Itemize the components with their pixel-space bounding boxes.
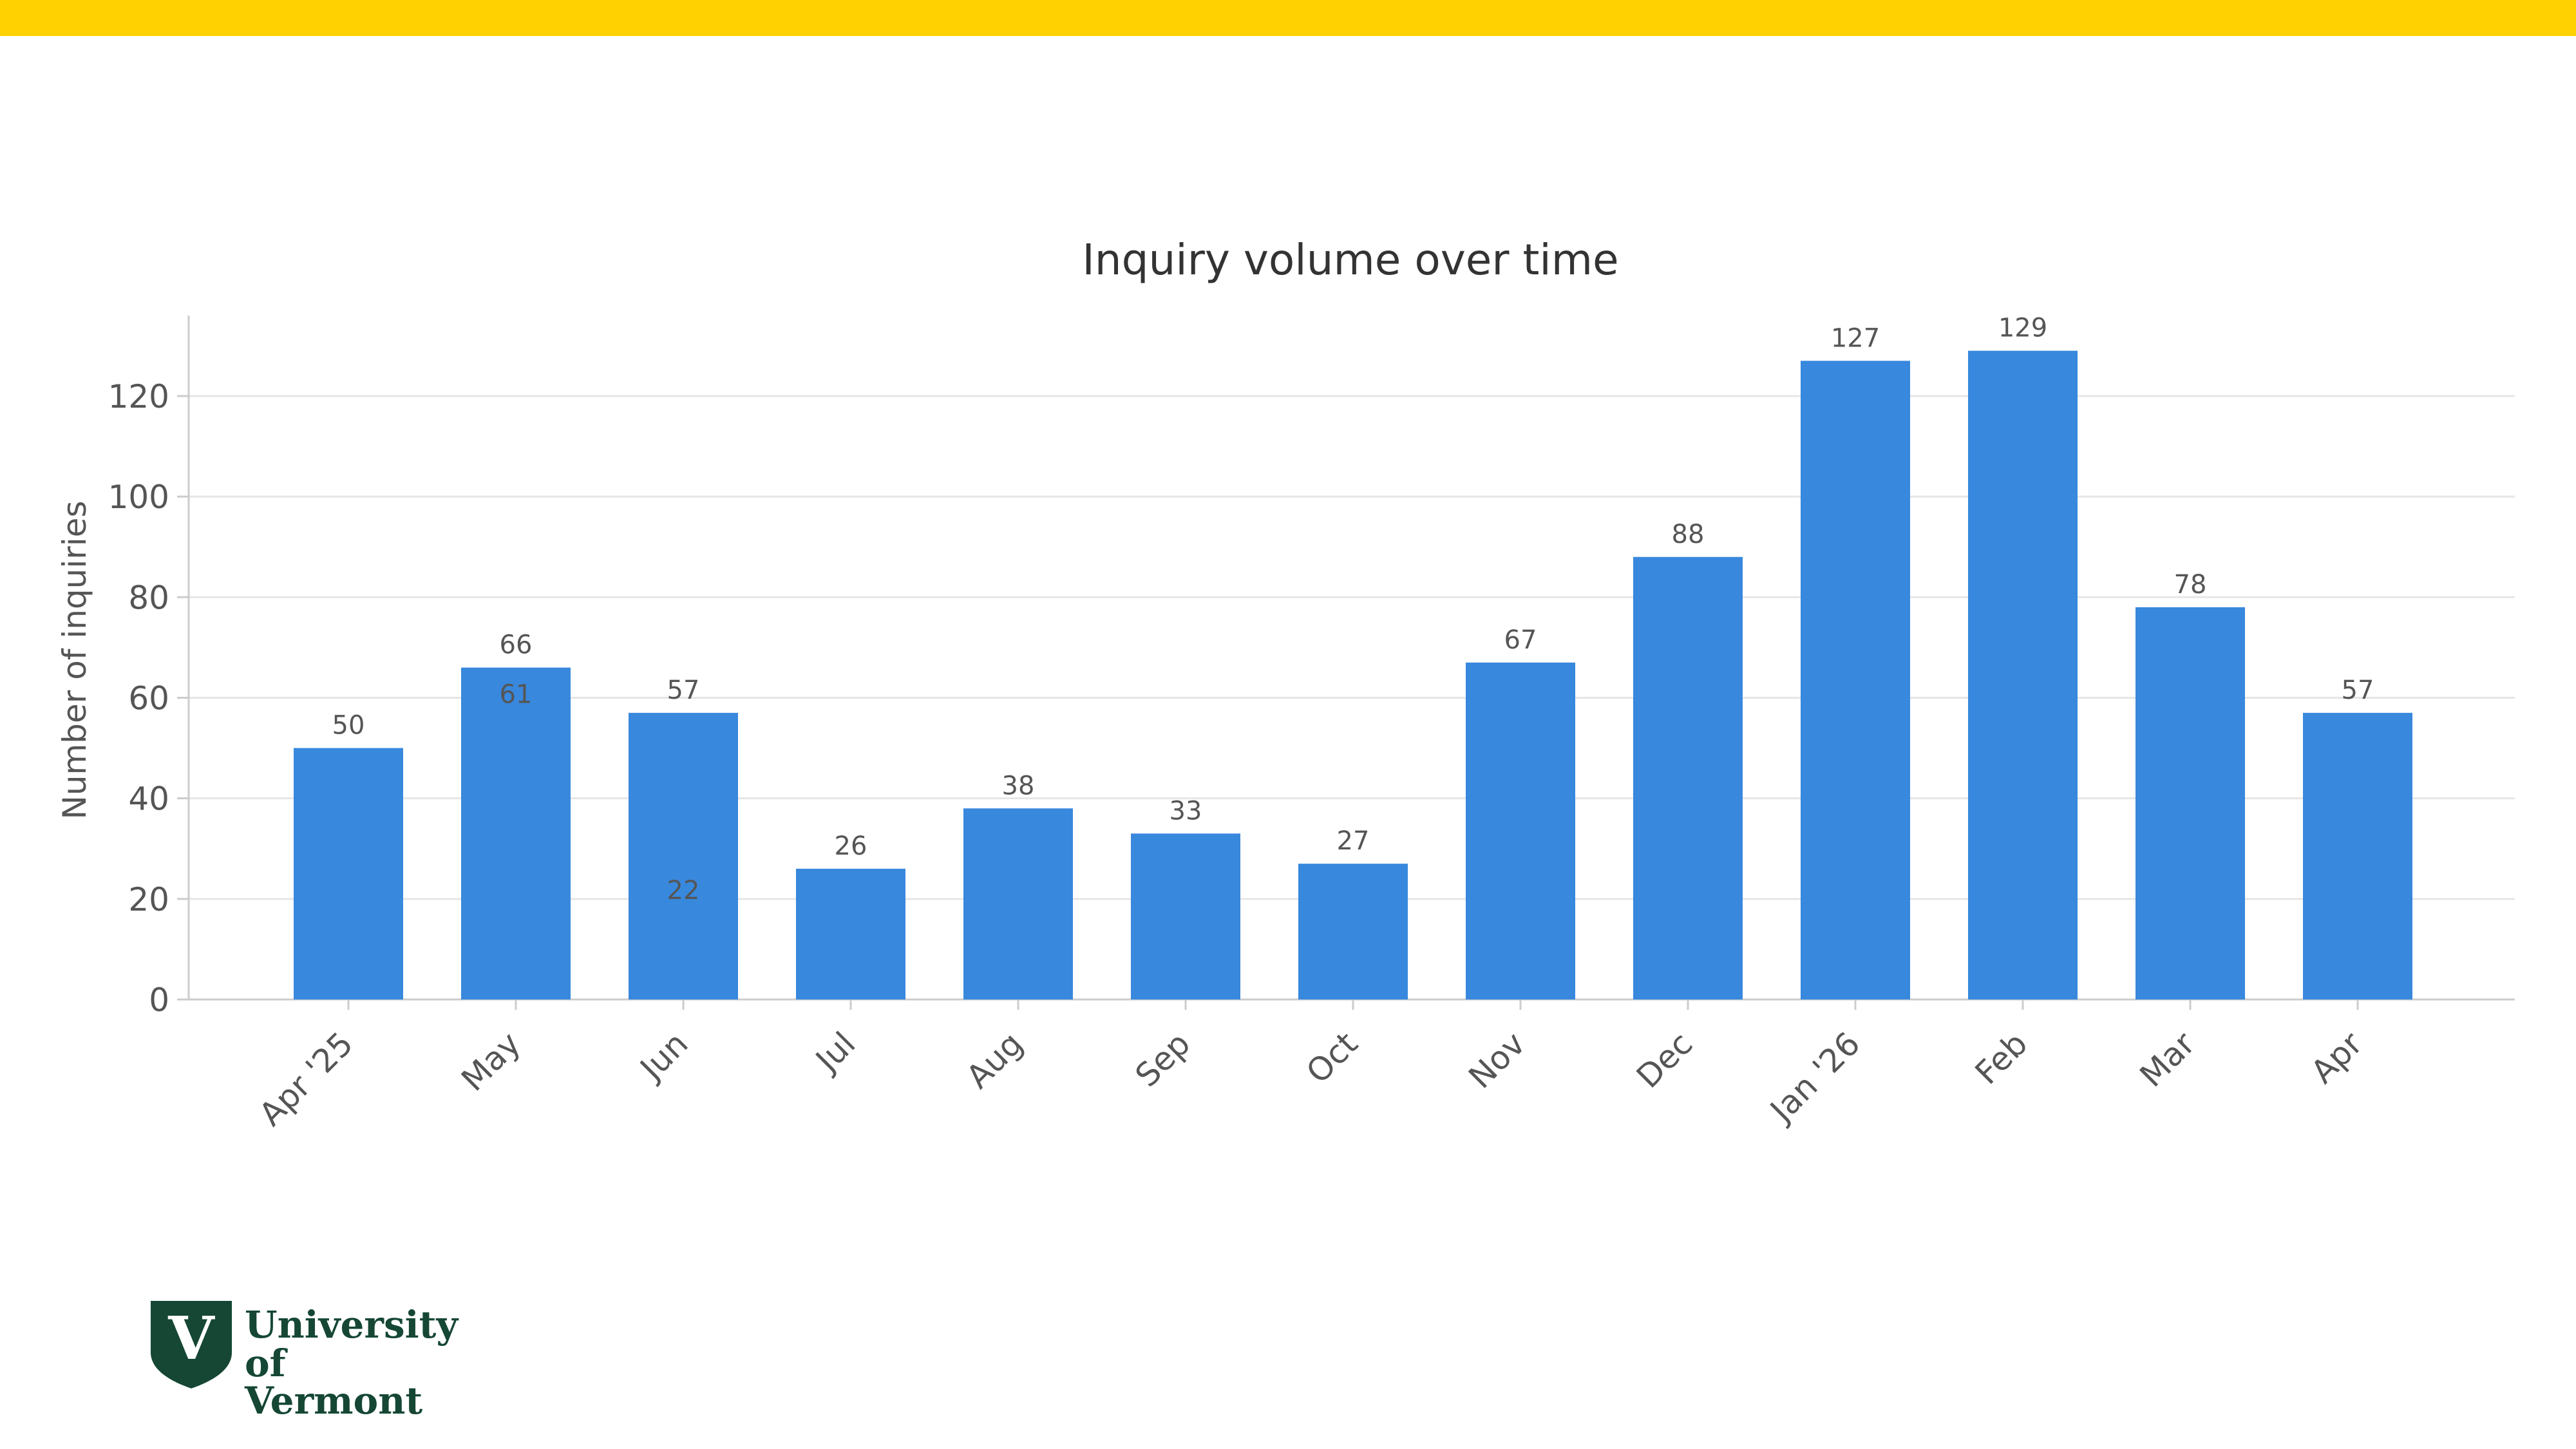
x-tick-label: Mar: [2133, 1025, 2202, 1094]
x-tick-label: Sep: [1128, 1025, 1198, 1094]
bar: [1633, 556, 1743, 999]
x-tick-label: Nov: [1461, 1025, 1532, 1095]
data-label: 57: [667, 676, 700, 705]
data-label: 27: [1337, 826, 1370, 856]
logo-line-2: of Vermont: [245, 1341, 423, 1423]
bar: [1801, 361, 1910, 999]
y-axis-label: Number of inquiries: [56, 501, 93, 820]
data-label: 33: [1170, 796, 1202, 826]
annotation-label: 22: [667, 876, 700, 905]
y-tick-label: 0: [149, 981, 169, 1019]
bar: [963, 808, 1073, 999]
university-logo: V University of Vermont: [149, 1300, 458, 1419]
y-tick-label: 120: [108, 378, 169, 415]
x-tick-label: Feb: [1968, 1025, 2035, 1092]
bar: [2303, 712, 2412, 999]
chart-title: Inquiry volume over time: [1082, 235, 1618, 285]
data-labels: 50 66 57 26 38 33 27 67 88 127 129 78 57 61 22: [332, 314, 2374, 906]
top-accent-bar: [0, 0, 2576, 36]
data-label: 66: [500, 630, 533, 660]
data-label: 57: [2342, 676, 2374, 705]
y-tick-label: 40: [128, 781, 169, 818]
x-tick-label: Oct: [1299, 1025, 1365, 1090]
logo-line-1: University: [245, 1303, 459, 1347]
data-label: 78: [2174, 570, 2207, 600]
y-tick-label: 80: [128, 579, 169, 616]
annotation-label: 61: [500, 680, 533, 710]
x-tick-label: Jan '26: [1762, 1025, 1868, 1130]
x-tick-label: Apr: [2304, 1025, 2369, 1090]
x-tick-label: May: [454, 1025, 527, 1098]
bar: [796, 868, 905, 999]
x-tick-label: Jun: [632, 1025, 695, 1088]
data-label: 38: [1002, 771, 1035, 800]
data-label: 88: [1672, 520, 1705, 549]
shield-icon: V: [151, 1301, 232, 1388]
data-label: 129: [1998, 314, 2047, 343]
grid-lines: [189, 395, 2515, 900]
bar: [1968, 350, 2078, 999]
bar: [629, 712, 738, 999]
data-label: 67: [1504, 625, 1537, 655]
y-tick-label: 20: [128, 881, 169, 918]
x-tick-label: Apr '25: [252, 1025, 360, 1133]
svg-text:V: V: [167, 1303, 215, 1373]
data-label: 50: [332, 711, 365, 741]
bar: [1466, 662, 1575, 999]
bar: [2136, 607, 2245, 999]
bar: [1298, 864, 1408, 999]
bar: [461, 667, 571, 999]
y-tick-label: 60: [128, 679, 169, 717]
data-label: 26: [835, 831, 867, 861]
bars: [294, 350, 2412, 999]
x-tick-label: Jul: [808, 1025, 863, 1080]
data-label: 127: [1831, 323, 1880, 353]
bar: [1131, 833, 1240, 999]
x-tick-label: Aug: [959, 1025, 1030, 1095]
y-tick-label: 100: [108, 478, 169, 516]
bar: [294, 748, 403, 999]
x-tick-label: Dec: [1629, 1025, 1700, 1095]
